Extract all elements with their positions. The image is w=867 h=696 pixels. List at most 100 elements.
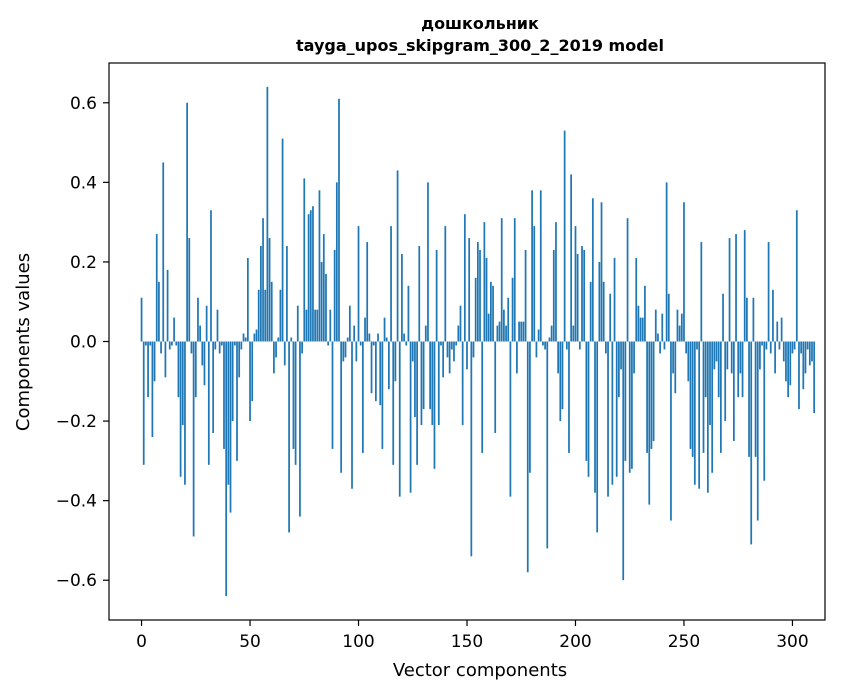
- bar: [561, 341, 564, 410]
- bar: [392, 341, 395, 465]
- bar: [717, 341, 720, 398]
- bar: [511, 277, 514, 342]
- bar: [759, 341, 761, 370]
- bar: [476, 242, 479, 342]
- bar: [743, 230, 746, 342]
- bar: [459, 305, 462, 342]
- x-tick-label: 300: [776, 632, 808, 652]
- bar: [444, 226, 447, 342]
- bar: [466, 341, 468, 370]
- bar: [290, 337, 293, 342]
- bar: [507, 297, 510, 342]
- bar: [635, 257, 638, 342]
- x-axis-ticks: 0 50 100 150 200 250 300: [136, 620, 809, 652]
- bar: [361, 341, 364, 453]
- bar: [552, 249, 555, 342]
- bar: [242, 333, 245, 342]
- bar: [188, 238, 191, 342]
- bar: [505, 325, 507, 342]
- bar: [693, 341, 696, 485]
- bar: [620, 341, 622, 370]
- bar: [739, 341, 742, 374]
- bar: [359, 341, 362, 346]
- bar: [246, 257, 249, 342]
- bar: [683, 202, 685, 342]
- bar: [238, 341, 241, 378]
- bar: [257, 289, 260, 342]
- x-tick-label: 50: [239, 632, 261, 652]
- bar: [355, 341, 358, 362]
- bar: [340, 341, 343, 473]
- bar: [288, 341, 290, 533]
- bar: [589, 281, 592, 342]
- bar: [689, 341, 692, 449]
- bar: [147, 341, 149, 398]
- bar: [268, 238, 271, 342]
- bar: [366, 242, 369, 342]
- bar: [372, 341, 375, 346]
- bar: [153, 341, 156, 382]
- bar: [674, 341, 677, 394]
- bar: [418, 246, 421, 342]
- bar: [348, 305, 351, 342]
- bar: [550, 325, 553, 342]
- bar: [431, 341, 434, 426]
- bar: [704, 341, 707, 398]
- bar: [572, 325, 575, 342]
- bar: [663, 341, 666, 350]
- plot-frame: [108, 62, 826, 621]
- bar: [179, 341, 182, 477]
- bar: [177, 341, 180, 398]
- bar: [633, 341, 635, 374]
- bar: [724, 341, 727, 422]
- bar: [327, 341, 330, 346]
- bar: [231, 341, 234, 422]
- bar: [479, 249, 481, 342]
- bar-series: [140, 86, 816, 597]
- bar: [756, 341, 759, 521]
- bar: [260, 246, 262, 342]
- bar: [522, 321, 525, 342]
- bar: [604, 341, 607, 354]
- bar: [670, 341, 672, 521]
- bar: [557, 341, 559, 374]
- bar: [685, 341, 688, 354]
- bar: [184, 341, 186, 485]
- x-tick-label: 0: [136, 632, 147, 652]
- bar: [559, 341, 562, 422]
- bar: [587, 341, 590, 477]
- bar: [791, 341, 794, 354]
- y-tick-label: 0.4: [70, 173, 97, 193]
- bar: [626, 218, 629, 342]
- bar: [283, 341, 286, 366]
- bar: [429, 341, 431, 410]
- y-tick-label: −0.2: [56, 412, 97, 432]
- bar: [249, 341, 251, 422]
- bar: [711, 341, 714, 473]
- bar: [578, 341, 581, 350]
- bar: [309, 210, 312, 342]
- bar: [657, 333, 659, 342]
- bar: [322, 234, 325, 342]
- bar: [407, 285, 410, 342]
- bar: [769, 341, 772, 354]
- bar: [598, 261, 601, 342]
- bar: [765, 341, 768, 350]
- bar: [401, 253, 403, 342]
- bar: [312, 206, 314, 342]
- y-tick-label: 0.0: [70, 333, 97, 353]
- bar: [808, 341, 811, 366]
- bar: [270, 281, 273, 342]
- bar: [390, 226, 392, 342]
- bar: [574, 226, 577, 342]
- bar: [611, 341, 614, 485]
- bar: [442, 341, 445, 378]
- bar: [644, 285, 646, 342]
- bar: [164, 341, 167, 378]
- bar: [778, 341, 781, 350]
- bar: [537, 329, 540, 342]
- bar: [594, 341, 596, 493]
- bar: [368, 333, 371, 342]
- bar: [631, 341, 633, 469]
- bar: [680, 313, 683, 342]
